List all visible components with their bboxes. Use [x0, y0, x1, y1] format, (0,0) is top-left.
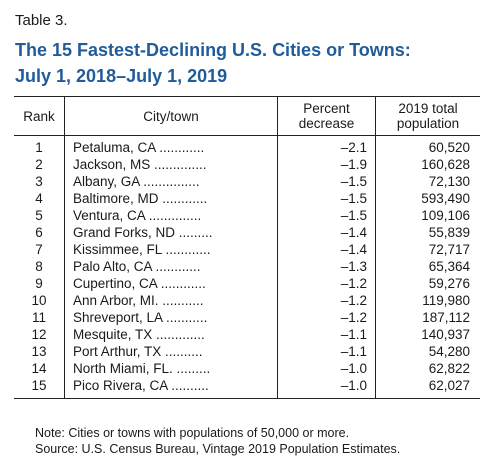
rank-cell: 4 [14, 190, 65, 207]
population-cell: 65,364 [428, 259, 470, 274]
city-cell: Shreveport, LA ........... [64, 309, 278, 326]
percent-cell: –1.0 [277, 377, 376, 399]
percent-cell: –1.2 [277, 309, 376, 326]
header-population-line-2: population [396, 116, 460, 131]
rank-cell: 3 [14, 173, 65, 190]
table-note: Note: Cities or towns with populations o… [35, 425, 400, 457]
percent-cell: –2.1 [277, 135, 376, 156]
rank-cell: 2 [14, 156, 65, 173]
rank-cell: 10 [14, 292, 65, 309]
rank-cell: 7 [14, 241, 65, 258]
city-cell: Ventura, CA .............. [64, 207, 278, 224]
rank-cell: 15 [14, 377, 65, 399]
city-cell: Baltimore, MD ............ [64, 190, 278, 207]
header-population-line-1: 2019 total [398, 101, 458, 116]
table-row: 12 Mesquite, TX ............. –1.1 140,937 [14, 326, 480, 343]
population-cell: 59,276 [428, 276, 470, 291]
city-cell: Albany, GA ............... [64, 173, 278, 190]
percent-cell: –1.0 [277, 360, 376, 377]
rank-cell: 1 [14, 135, 65, 156]
table-row: 4 Baltimore, MD ............ –1.5 593,490 [14, 190, 480, 207]
city-cell: Cupertino, CA ............ [64, 275, 278, 292]
rank-cell: 14 [14, 360, 65, 377]
table-row: 11 Shreveport, LA ........... –1.2 187,112 [14, 309, 480, 326]
header-city: City/town [64, 96, 278, 136]
title-line-2: July 1, 2018–July 1, 2019 [15, 66, 228, 86]
rank-cell: 6 [14, 224, 65, 241]
header-rank: Rank [14, 96, 65, 136]
rank-cell: 11 [14, 309, 65, 326]
header-percent-line-1: Percent [303, 101, 350, 116]
population-cell: 593,490 [421, 191, 470, 206]
population-cell: 55,839 [428, 225, 470, 240]
table-row: 15 Pico Rivera, CA .......... –1.0 62,027 [14, 377, 480, 399]
city-cell: Petaluma, CA ............ [64, 135, 278, 156]
population-cell: 119,980 [422, 293, 470, 308]
city-cell: North Miami, FL. ......... [64, 360, 278, 377]
city-cell: Grand Forks, ND ......... [64, 224, 278, 241]
header-percent-decrease: Percent decrease [277, 96, 376, 136]
header-percent-line-2: decrease [298, 116, 355, 131]
declining-cities-table: Rank City/town Percent decrease 2019 tot… [14, 96, 480, 399]
city-cell: Palo Alto, CA ............ [64, 258, 278, 275]
percent-cell: –1.5 [277, 207, 376, 224]
city-cell: Pico Rivera, CA .......... [64, 377, 278, 399]
city-cell: Kissimmee, FL ............ [64, 241, 278, 258]
percent-cell: –1.4 [277, 241, 376, 258]
population-cell: 72,130 [428, 174, 470, 189]
population-cell: 62,822 [428, 361, 470, 376]
percent-cell: –1.4 [277, 224, 376, 241]
header-population: 2019 total population [375, 96, 480, 136]
population-cell: 60,520 [428, 140, 470, 155]
percent-cell: –1.1 [277, 326, 376, 343]
note-line: Note: Cities or towns with populations o… [35, 426, 350, 440]
percent-cell: –1.3 [277, 258, 376, 275]
table-label: Table 3. [15, 12, 68, 29]
percent-cell: –1.2 [277, 292, 376, 309]
table-row: 3 Albany, GA ............... –1.5 72,130 [14, 173, 480, 190]
rank-cell: 12 [14, 326, 65, 343]
population-cell: 187,112 [422, 310, 470, 325]
source-line: Source: U.S. Census Bureau, Vintage 2019… [35, 442, 401, 456]
population-cell: 140,937 [421, 327, 470, 342]
population-cell: 109,106 [421, 208, 470, 223]
percent-cell: –1.2 [277, 275, 376, 292]
table-row: 9 Cupertino, CA ............ –1.2 59,276 [14, 275, 480, 292]
city-cell: Jackson, MS .............. [64, 156, 278, 173]
table-row: 1 Petaluma, CA ............ –2.1 60,520 [14, 135, 480, 156]
table-row: 5 Ventura, CA .............. –1.5 109,106 [14, 207, 480, 224]
percent-cell: –1.5 [277, 190, 376, 207]
table-title: The 15 Fastest-Declining U.S. Cities or … [15, 37, 411, 89]
city-cell: Port Arthur, TX .......... [64, 343, 278, 360]
table-row: 14 North Miami, FL. ......... –1.0 62,822 [14, 360, 480, 377]
population-cell: 72,717 [428, 242, 470, 257]
percent-cell: –1.1 [277, 343, 376, 360]
city-cell: Mesquite, TX ............. [64, 326, 278, 343]
population-cell: 160,628 [421, 157, 470, 172]
header-row: Rank City/town Percent decrease 2019 tot… [14, 96, 480, 136]
table-row: 7 Kissimmee, FL ............ –1.4 72,717 [14, 241, 480, 258]
table-row: 13 Port Arthur, TX .......... –1.1 54,280 [14, 343, 480, 360]
population-cell: 54,280 [428, 344, 470, 359]
rank-cell: 5 [14, 207, 65, 224]
city-cell: Ann Arbor, MI. ........... [64, 292, 278, 309]
rank-cell: 8 [14, 258, 65, 275]
rank-cell: 13 [14, 343, 65, 360]
table-row: 8 Palo Alto, CA ............ –1.3 65,364 [14, 258, 480, 275]
table-row: 2 Jackson, MS .............. –1.9 160,628 [14, 156, 480, 173]
table-row: 6 Grand Forks, ND ......... –1.4 55,839 [14, 224, 480, 241]
percent-cell: –1.9 [277, 156, 376, 173]
table-row: 10 Ann Arbor, MI. ........... –1.2 119,980 [14, 292, 480, 309]
rank-cell: 9 [14, 275, 65, 292]
population-cell: 62,027 [375, 377, 480, 399]
title-line-1: The 15 Fastest-Declining U.S. Cities or … [15, 40, 411, 60]
percent-cell: –1.5 [277, 173, 376, 190]
